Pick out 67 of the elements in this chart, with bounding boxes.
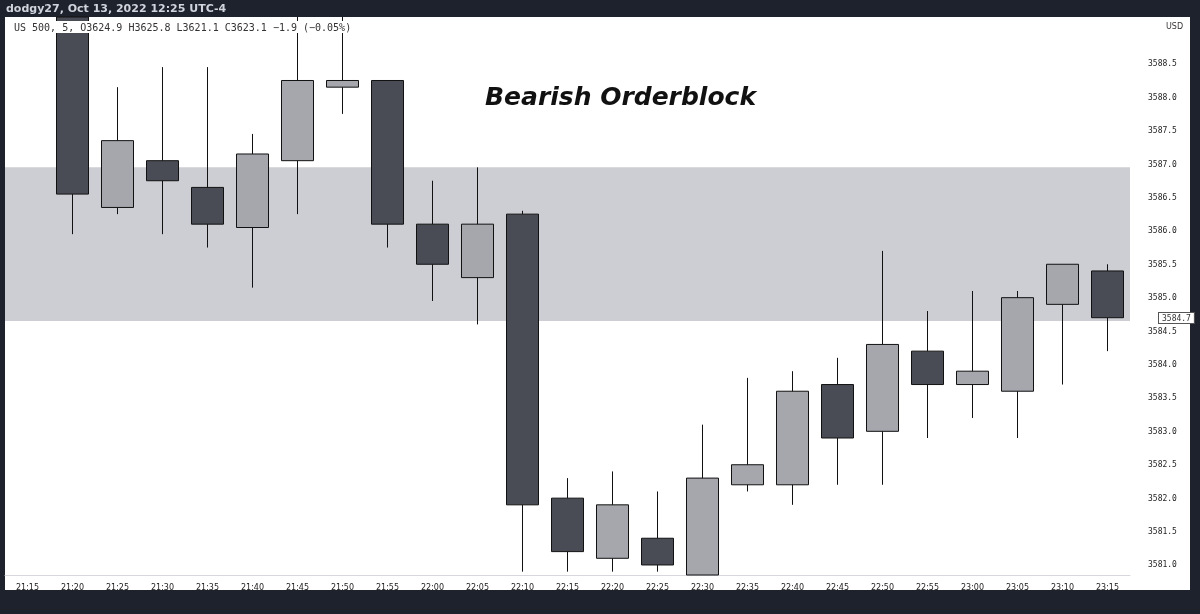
y-tick-label: 3581.5 — [1148, 527, 1178, 537]
x-tick-label: 22:20 — [600, 582, 625, 592]
x-tick-label: 21:15 — [15, 582, 40, 592]
x-tick-label: 22:10 — [510, 582, 535, 592]
annotation: Bearish Orderblock — [485, 82, 758, 111]
y-tick-label: 3585.5 — [1148, 259, 1178, 269]
y-tick-label: 3583.0 — [1148, 426, 1178, 436]
y-tick-label: 3584.5 — [1148, 326, 1178, 336]
y-tick-label: 3588.0 — [1148, 92, 1178, 102]
x-tick-label: 22:05 — [465, 582, 490, 592]
candlestick — [101, 86, 134, 215]
y-tick-label: 3582.0 — [1148, 493, 1178, 503]
x-tick-label: 23:10 — [1050, 582, 1075, 592]
y-tick-label: 3587.5 — [1148, 126, 1178, 136]
x-tick-label: 21:30 — [150, 582, 175, 592]
chart-subtitle: US 500, 5, O3624.9 H3625.8 L3621.1 C3623.1 −1.9 (−0.05%) — [14, 21, 352, 33]
candlestick — [1046, 263, 1079, 386]
candlestick — [686, 424, 719, 576]
x-tick-label: 23:15 — [1095, 582, 1120, 592]
candlestick — [416, 180, 449, 302]
x-tick-label: 22:15 — [555, 582, 580, 592]
x-tick-label: 22:50 — [870, 582, 895, 592]
candlestick — [551, 477, 584, 573]
x-tick-label: 21:35 — [195, 582, 220, 592]
x-tick-label: 21:25 — [105, 582, 130, 592]
x-tick-label: 21:45 — [285, 582, 310, 592]
x-tick-label: 22:30 — [690, 582, 715, 592]
y-tick-label: 3581.0 — [1148, 560, 1178, 570]
candlestick — [731, 377, 764, 492]
chart-title: dodgy27, Oct 13, 2022 12:25 UTC-4 — [6, 2, 227, 15]
y-tick-label: 3588.5 — [1148, 59, 1178, 69]
x-tick-label: 22:40 — [780, 582, 805, 592]
x-tick-label: 23:05 — [1005, 582, 1030, 592]
x-tick-label: 22:35 — [735, 582, 760, 592]
candlestick — [461, 166, 494, 325]
candlestick — [641, 490, 674, 573]
candlestick — [821, 357, 854, 486]
x-tick-label: 21:55 — [375, 582, 400, 592]
candlestick — [191, 66, 224, 249]
y-tick-label: 3582.5 — [1148, 460, 1178, 470]
candlestick — [1001, 290, 1034, 439]
x-tick-label: 22:25 — [645, 582, 670, 592]
x-tick-label: 21:40 — [240, 582, 265, 592]
y-tick-label: 3585.0 — [1148, 293, 1178, 303]
candlestick — [236, 133, 269, 289]
x-tick-label: 21:20 — [60, 582, 85, 592]
text: 3584.7 — [1162, 313, 1192, 323]
y-tick-label: 3584.0 — [1148, 360, 1178, 369]
y-tick-label: 3586.0 — [1148, 226, 1178, 236]
candlestick — [596, 470, 629, 573]
y-tick-label: 3583.5 — [1148, 393, 1178, 403]
x-tick-label: 22:55 — [915, 582, 940, 592]
x-tick-label: 21:50 — [330, 582, 355, 592]
x-tick-label: 22:45 — [825, 582, 850, 592]
candlestick — [506, 210, 539, 573]
candlestick — [911, 310, 944, 439]
candlestick — [866, 250, 899, 486]
x-tick-label: 22:00 — [420, 582, 445, 592]
y-tick-label: 3586.5 — [1148, 192, 1178, 202]
x-tick-label: 23:00 — [960, 582, 985, 592]
y-tick-label: 3587.0 — [1148, 159, 1178, 169]
candlestick — [371, 79, 404, 249]
candlestick — [776, 370, 809, 506]
candlestick — [146, 66, 179, 235]
candlestick — [1091, 263, 1124, 352]
y-axis-title: USD — [1166, 21, 1184, 31]
candlestick — [956, 290, 989, 419]
